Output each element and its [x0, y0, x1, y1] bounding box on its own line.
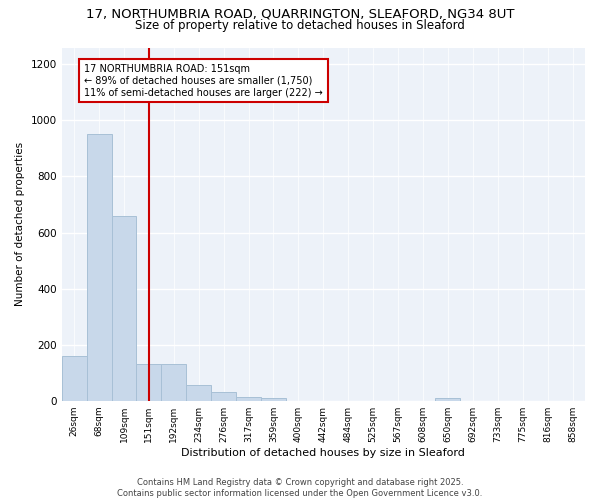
Bar	[86, 134, 112, 400]
Text: Contains HM Land Registry data © Crown copyright and database right 2025.
Contai: Contains HM Land Registry data © Crown c…	[118, 478, 482, 498]
Bar	[136, 364, 161, 400]
Text: 17 NORTHUMBRIA ROAD: 151sqm
← 89% of detached houses are smaller (1,750)
11% of : 17 NORTHUMBRIA ROAD: 151sqm ← 89% of det…	[84, 64, 323, 98]
Bar	[236, 396, 261, 400]
Bar	[186, 386, 211, 400]
Bar	[211, 392, 236, 400]
Bar	[62, 356, 86, 401]
X-axis label: Distribution of detached houses by size in Sleaford: Distribution of detached houses by size …	[181, 448, 465, 458]
Text: 17, NORTHUMBRIA ROAD, QUARRINGTON, SLEAFORD, NG34 8UT: 17, NORTHUMBRIA ROAD, QUARRINGTON, SLEAF…	[86, 8, 514, 20]
Bar	[436, 398, 460, 400]
Bar	[112, 216, 136, 400]
Y-axis label: Number of detached properties: Number of detached properties	[15, 142, 25, 306]
Bar	[161, 364, 186, 400]
Text: Size of property relative to detached houses in Sleaford: Size of property relative to detached ho…	[135, 18, 465, 32]
Bar	[261, 398, 286, 400]
